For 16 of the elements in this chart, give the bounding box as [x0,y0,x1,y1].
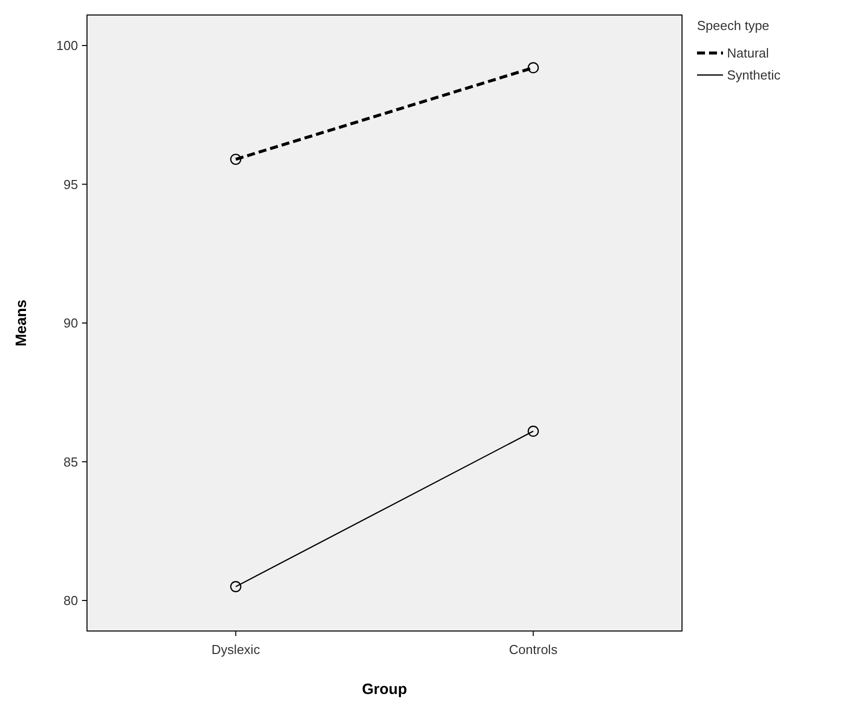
point [528,426,539,437]
y-axis-title: Means [13,300,30,346]
y-tick-label: 85 [64,454,78,470]
legend-label: Natural [727,46,770,61]
legend-title: Speech type [697,18,770,33]
point [230,581,242,592]
y-tick-label: 90 [64,316,78,331]
x-axis-title: Group [362,681,407,698]
x-tick-label: Controls [509,642,558,657]
legend-label: Synthetic [727,68,781,83]
point [528,62,539,74]
y-tick-label: 80 [64,593,78,608]
y-tick-label: 100 [56,38,78,54]
x-tick-label: Dyslexic [212,642,260,657]
point [230,154,242,165]
y-tick-label: 95 [64,176,78,192]
